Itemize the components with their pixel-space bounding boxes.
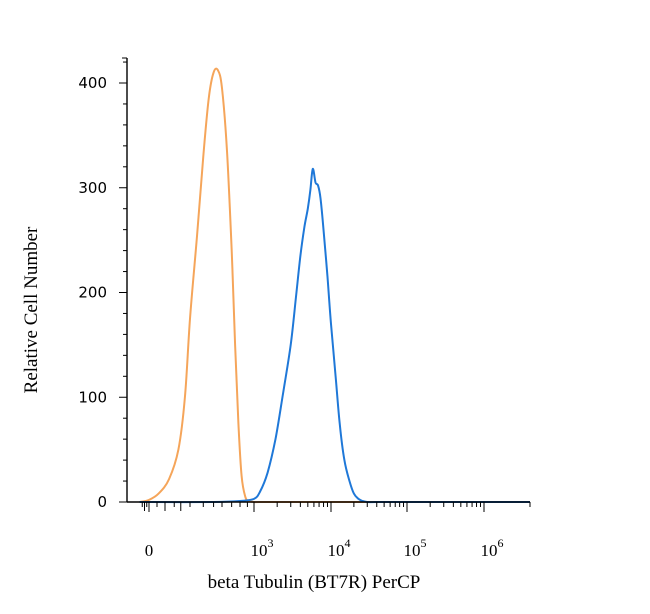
y-axis-title: Relative Cell Number (21, 226, 42, 393)
y-tick-label: 300 (78, 179, 107, 197)
x-tick-label: 103 (251, 536, 274, 560)
x-tick-base: 10 (404, 541, 421, 560)
x-tick-base: 10 (328, 541, 345, 560)
x-axis-title: beta Tubulin (BT7R) PerCP (208, 572, 421, 593)
x-tick-exponent: 3 (268, 536, 274, 550)
x-tick-label: 106 (481, 536, 504, 560)
y-tick-label: 100 (78, 388, 107, 406)
stained-histogram-line (139, 167, 530, 504)
plot-area (139, 67, 530, 504)
x-tick-label: 104 (328, 536, 351, 560)
y-tick-label: 400 (78, 74, 107, 92)
y-tick-label: 0 (97, 493, 107, 511)
x-tick-label: 0 (145, 541, 154, 560)
x-tick-base: 0 (145, 541, 154, 560)
x-tick-exponent: 6 (498, 536, 504, 550)
y-tick-label: 200 (78, 284, 107, 302)
control-histogram-line (139, 67, 530, 504)
x-tick-exponent: 5 (421, 536, 427, 550)
x-tick-base: 10 (251, 541, 268, 560)
x-tick-base: 10 (481, 541, 498, 560)
x-tick-label: 105 (404, 536, 427, 560)
x-tick-exponent: 4 (345, 536, 351, 550)
